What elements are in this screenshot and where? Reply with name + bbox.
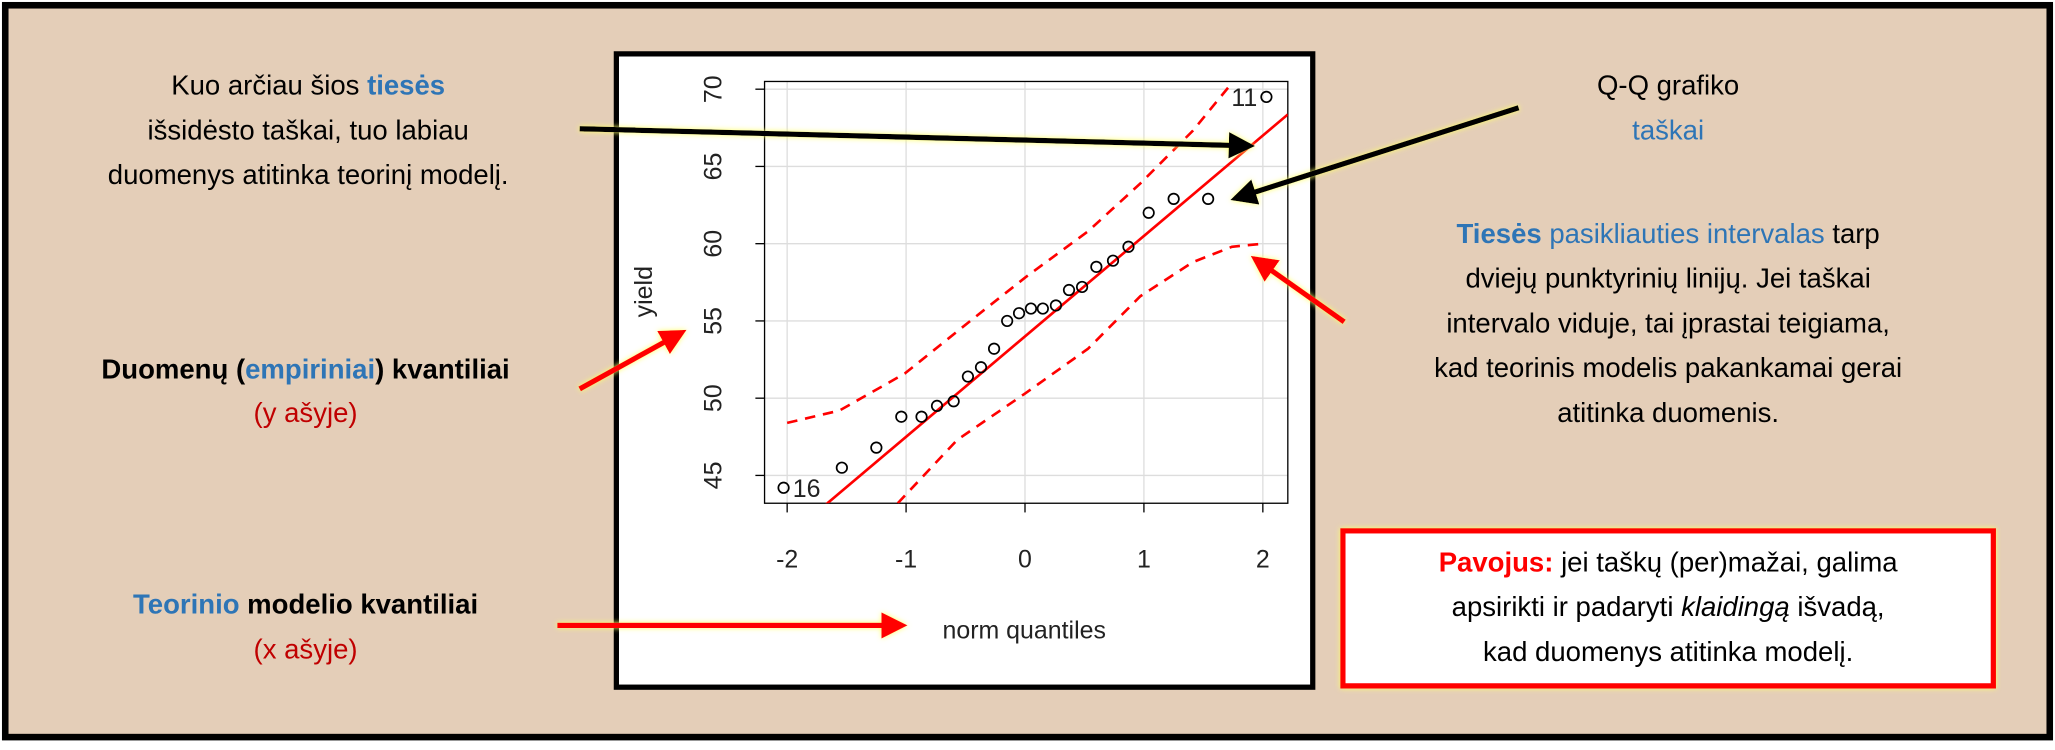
qq-point [915,410,928,423]
annotation-line: kad duomenys atitinka modelį. [1483,636,1853,667]
qq-point [1012,307,1026,320]
plot: -2 -1 0 1 2 45 50 55 60 65 70 norm quantiles yield 16… [630,75,1289,645]
annotation-text: Q-Q grafiko [1597,70,1739,101]
qq-point [1024,302,1038,315]
annotation-text: taškai [1632,114,1704,145]
annotation-text: Kuo arčiau šios [171,70,367,101]
plot-border [763,80,1289,504]
warning-box [1340,528,1996,689]
annotation-text: (x ašyje) [254,633,358,664]
y-tick-label: 60 [699,230,727,258]
qq-point [987,342,1001,355]
qq-point [1260,90,1273,104]
annotation-line: Tiesės pasikliauties intervalas tarp [1457,218,1880,249]
annotations: Kuo arčiau šios tiesės išsidėsto taškai, … [101,70,1902,667]
y-tick-label: 45 [699,462,727,490]
qq-point [1049,299,1063,312]
annotation-line: atitinka duomenis. [1557,397,1779,428]
qq-point [961,370,975,383]
annotation-line: Teorinio modelio kvantiliai [133,589,478,620]
annotation-text: dviejų punktyrinių linijų. Jei taškai [1465,263,1870,294]
annotation-text: Tiesės [1457,218,1542,249]
reference-line [825,113,1288,504]
annotation-text: intervalo viduje, tai įprastai teigiama, [1446,307,1890,338]
annotation-text: (y ašyje) [254,397,358,428]
arrows [557,105,1520,639]
annotation-text: kad duomenys atitinka modelį. [1483,636,1853,667]
qq-point [1106,254,1120,267]
annotation-line: apsirikti ir padaryti klaidingą išvadą, [1452,591,1885,622]
annotation-line: išsidėsto taškai, tuo labiau [148,114,469,145]
qq-point [835,461,848,474]
qq-point [1090,260,1103,273]
qq-point [1036,302,1049,315]
qq-point [870,441,883,454]
annotation-text: pasikliauties intervalas [1542,218,1825,249]
point-label: 11 [1231,84,1257,112]
annotation-line: (y ašyje) [254,397,358,428]
x-tick-label: 1 [1137,546,1151,574]
y-tick-label: 65 [699,153,727,181]
arrow [1250,255,1346,325]
annotation-text: išsidėsto taškai, tuo labiau [148,114,469,145]
annotation-text: tarp [1825,218,1880,249]
qq-point [1122,240,1135,253]
annotation-line: Duomenų (empiriniai) kvantiliai [101,353,509,384]
y-tick-label: 55 [699,307,727,335]
annotation-line: taškai [1632,114,1704,145]
annotation-line: intervalo viduje, tai įprastai teigiama, [1446,307,1890,338]
y-axis-label: yield [630,266,658,317]
annotation-line: kad teorinis modelis pakankamai gerai [1434,352,1902,383]
annotation-text: empiriniai [245,353,375,384]
annotation-text: apsirikti ir padaryti [1452,591,1681,622]
chart-frame [613,51,1316,690]
qq-point [777,481,790,494]
annotation-line: Pavojus: jei taškų (per)mažai, galima [1439,547,1899,578]
y-tick-label: 50 [699,384,727,412]
annotation-text: atitinka duomenis. [1557,397,1779,428]
annotation-text: ) kvantiliai [375,353,510,384]
point-label: 16 [793,475,821,503]
confidence-band [896,242,1263,504]
annotation-line: dviejų punktyrinių linijų. Jei taškai [1465,263,1870,294]
annotation-line: Kuo arčiau šios tiesės [171,70,445,101]
qq-point [947,395,960,408]
annotation-text: Duomenų ( [101,353,246,384]
annotation-text: tiesės [367,70,445,101]
annotation-line: Q-Q grafiko [1597,70,1739,101]
qq-point [1075,280,1089,294]
qq-point [1202,192,1215,205]
annotation-text: Pavojus: [1439,547,1554,578]
qq-point [1167,192,1180,205]
qq-point [930,399,944,413]
x-axis-label: norm quantiles [943,617,1106,645]
y-tick-label: 70 [699,75,727,103]
confidence-band [786,82,1233,425]
qq-point [1142,206,1155,219]
arrow [579,126,1256,159]
annotation-line: (x ašyje) [254,633,358,664]
x-tick-label: -1 [895,546,917,574]
annotation-text: Teorinio [133,589,240,620]
annotation-text: modelio kvantiliai [240,589,479,620]
plot-area [786,82,1288,504]
qq-point [974,361,988,374]
arrow [578,329,687,392]
arrow [1230,105,1520,205]
annotation-text: jei taškų (per)mažai, galima [1553,547,1898,578]
x-tick-label: 2 [1256,546,1270,574]
annotation-line: duomenys atitinka teorinį modelį. [108,159,509,190]
qq-point [1001,314,1014,328]
annotation-text: duomenys atitinka teorinį modelį. [108,159,509,190]
annotation-text: klaidingą [1681,591,1790,622]
x-tick-label: 0 [1018,546,1032,574]
qq-point [895,410,908,423]
x-tick-label: -2 [776,546,798,574]
annotation-text: išvadą, [1790,591,1885,622]
annotation-text: kad teorinis modelis pakankamai gerai [1434,352,1902,383]
qq-point [1062,283,1076,297]
